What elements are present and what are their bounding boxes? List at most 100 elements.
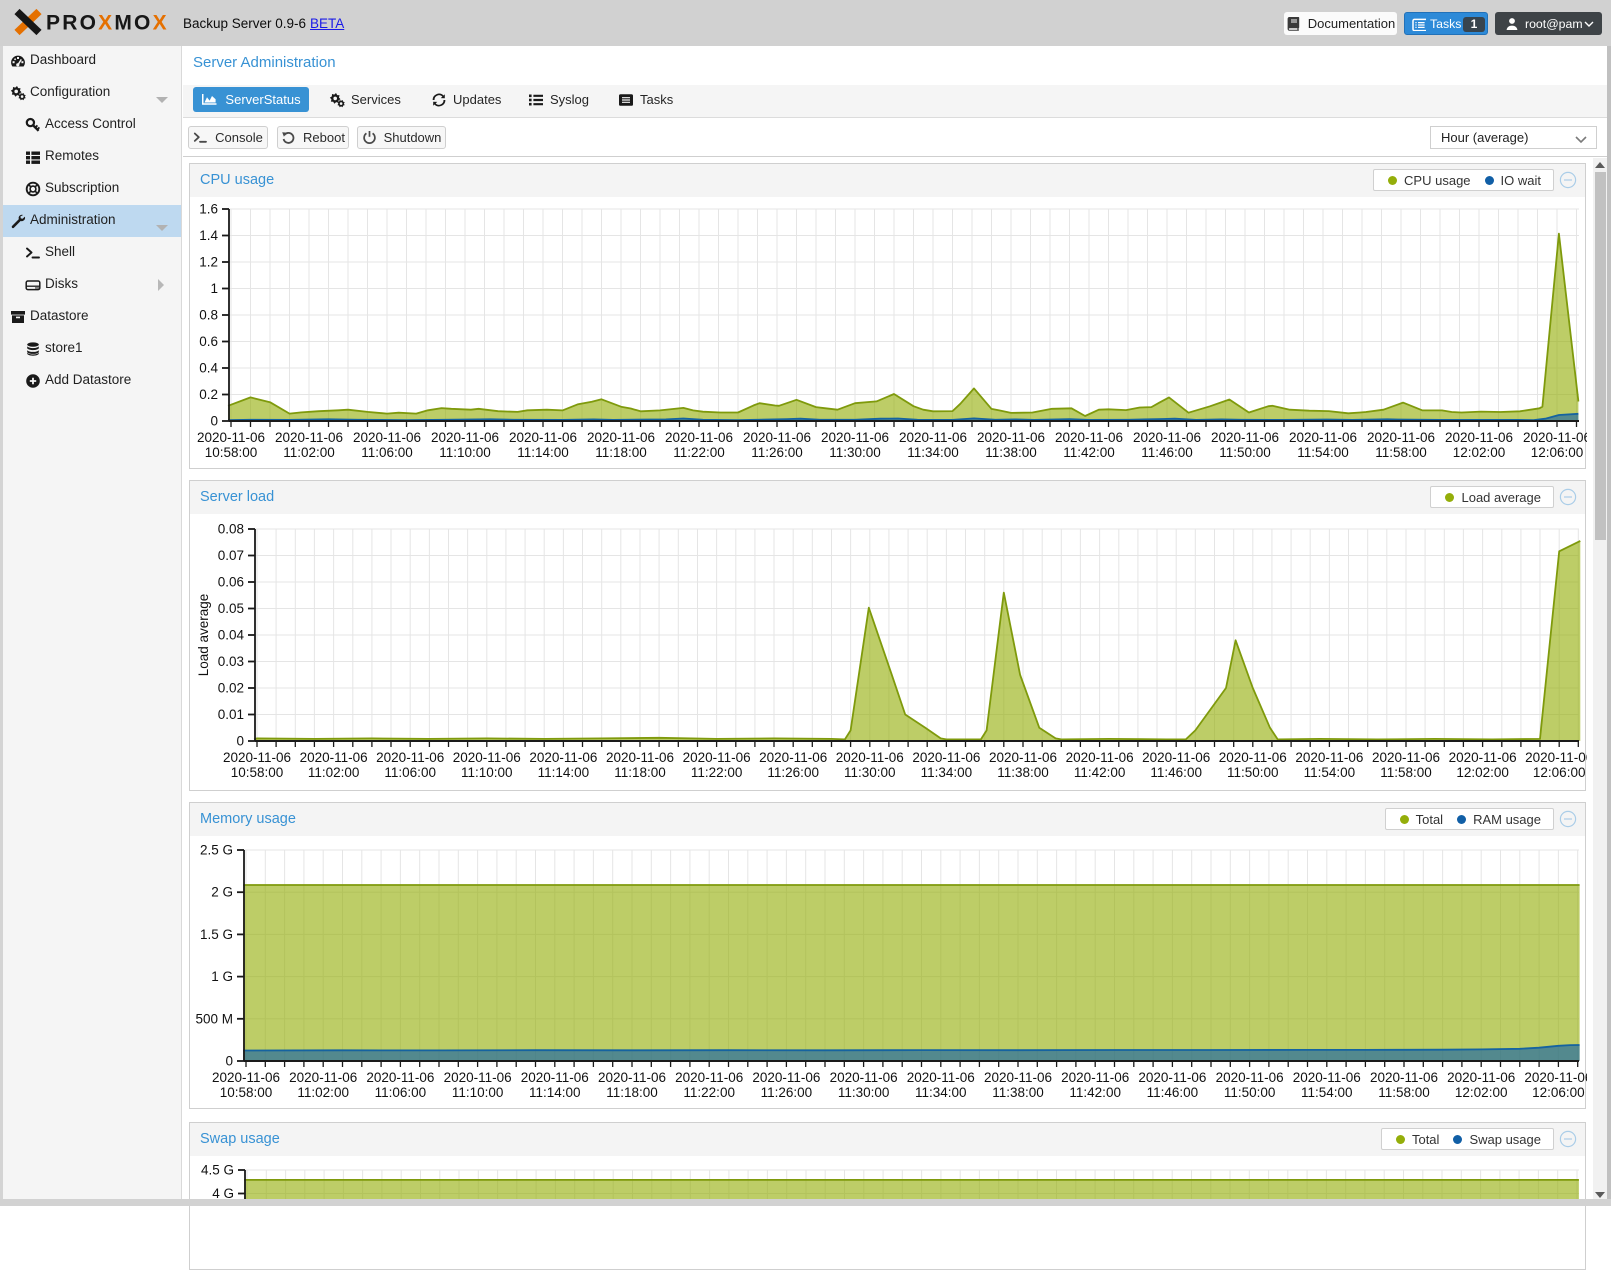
svg-text:11:22:00: 11:22:00 — [691, 765, 743, 780]
svg-text:2020-11-06: 2020-11-06 — [1066, 750, 1134, 765]
svg-text:11:26:00: 11:26:00 — [767, 765, 819, 780]
svg-text:2020-11-06: 2020-11-06 — [353, 430, 421, 445]
svg-text:2020-11-06: 2020-11-06 — [587, 430, 655, 445]
svg-text:1 G: 1 G — [211, 969, 233, 984]
svg-text:11:22:00: 11:22:00 — [673, 445, 725, 460]
svg-text:2020-11-06: 2020-11-06 — [912, 750, 980, 765]
svg-text:2020-11-06: 2020-11-06 — [223, 750, 291, 765]
svg-text:2020-11-06: 2020-11-06 — [1445, 430, 1513, 445]
svg-text:2020-11-06: 2020-11-06 — [1293, 1070, 1361, 1085]
svg-text:2020-11-06: 2020-11-06 — [366, 1070, 434, 1085]
svg-text:0.07: 0.07 — [218, 548, 244, 563]
svg-text:2020-11-06: 2020-11-06 — [212, 1070, 280, 1085]
svg-text:11:06:00: 11:06:00 — [361, 445, 413, 460]
svg-text:0.04: 0.04 — [218, 628, 245, 643]
svg-text:11:10:00: 11:10:00 — [461, 765, 513, 780]
svg-text:11:54:00: 11:54:00 — [1297, 445, 1349, 460]
svg-text:1: 1 — [210, 281, 218, 296]
svg-text:2.5 G: 2.5 G — [200, 843, 233, 858]
svg-text:2020-11-06: 2020-11-06 — [529, 750, 597, 765]
svg-text:11:50:00: 11:50:00 — [1219, 445, 1271, 460]
svg-text:12:06:00: 12:06:00 — [1532, 1085, 1585, 1100]
svg-text:0: 0 — [210, 414, 218, 429]
svg-text:0.4: 0.4 — [199, 361, 218, 376]
svg-text:2020-11-06: 2020-11-06 — [1524, 1070, 1587, 1085]
svg-text:11:54:00: 11:54:00 — [1304, 765, 1356, 780]
svg-text:2020-11-06: 2020-11-06 — [743, 430, 811, 445]
svg-text:0.2: 0.2 — [199, 387, 218, 402]
svg-text:2 G: 2 G — [211, 885, 233, 900]
svg-text:11:46:00: 11:46:00 — [1141, 445, 1193, 460]
svg-text:2020-11-06: 2020-11-06 — [759, 750, 827, 765]
svg-text:4.5 G: 4.5 G — [201, 1163, 234, 1178]
svg-text:2020-11-06: 2020-11-06 — [1295, 750, 1363, 765]
svg-text:12:06:00: 12:06:00 — [1531, 445, 1584, 460]
svg-text:2020-11-06: 2020-11-06 — [1367, 430, 1435, 445]
svg-text:11:02:00: 11:02:00 — [297, 1085, 349, 1100]
svg-text:0: 0 — [225, 1054, 233, 1069]
svg-text:2020-11-06: 2020-11-06 — [665, 430, 733, 445]
svg-text:2020-11-06: 2020-11-06 — [752, 1070, 820, 1085]
svg-text:0.01: 0.01 — [218, 707, 244, 722]
svg-text:2020-11-06: 2020-11-06 — [1216, 1070, 1284, 1085]
svg-text:2020-11-06: 2020-11-06 — [830, 1070, 898, 1085]
svg-text:11:30:00: 11:30:00 — [838, 1085, 890, 1100]
svg-text:11:34:00: 11:34:00 — [907, 445, 959, 460]
svg-text:10:58:00: 10:58:00 — [205, 445, 258, 460]
svg-text:11:02:00: 11:02:00 — [283, 445, 335, 460]
svg-text:2020-11-06: 2020-11-06 — [1142, 750, 1210, 765]
svg-text:2020-11-06: 2020-11-06 — [977, 430, 1045, 445]
svg-text:0.05: 0.05 — [218, 601, 244, 616]
svg-text:11:38:00: 11:38:00 — [997, 765, 1049, 780]
svg-text:1.2: 1.2 — [199, 255, 218, 270]
svg-text:2020-11-06: 2020-11-06 — [444, 1070, 512, 1085]
svg-text:2020-11-06: 2020-11-06 — [1372, 750, 1440, 765]
svg-text:0.03: 0.03 — [218, 654, 244, 669]
svg-text:2020-11-06: 2020-11-06 — [1211, 430, 1279, 445]
svg-text:2020-11-06: 2020-11-06 — [675, 1070, 743, 1085]
svg-text:11:50:00: 11:50:00 — [1227, 765, 1279, 780]
svg-text:10:58:00: 10:58:00 — [220, 1085, 273, 1100]
svg-text:2020-11-06: 2020-11-06 — [984, 1070, 1052, 1085]
svg-text:11:22:00: 11:22:00 — [683, 1085, 735, 1100]
svg-text:11:30:00: 11:30:00 — [829, 445, 881, 460]
svg-text:2020-11-06: 2020-11-06 — [683, 750, 751, 765]
svg-text:2020-11-06: 2020-11-06 — [907, 1070, 975, 1085]
svg-text:2020-11-06: 2020-11-06 — [606, 750, 674, 765]
svg-text:2020-11-06: 2020-11-06 — [989, 750, 1057, 765]
svg-text:2020-11-06: 2020-11-06 — [521, 1070, 589, 1085]
svg-text:0.8: 0.8 — [199, 308, 218, 323]
svg-text:11:26:00: 11:26:00 — [751, 445, 803, 460]
svg-text:0.06: 0.06 — [218, 575, 244, 590]
svg-text:11:46:00: 11:46:00 — [1150, 765, 1202, 780]
svg-text:11:14:00: 11:14:00 — [529, 1085, 581, 1100]
svg-text:12:02:00: 12:02:00 — [1453, 445, 1506, 460]
svg-text:2020-11-06: 2020-11-06 — [1449, 750, 1517, 765]
svg-text:2020-11-06: 2020-11-06 — [1061, 1070, 1129, 1085]
svg-text:2020-11-06: 2020-11-06 — [836, 750, 904, 765]
svg-text:11:10:00: 11:10:00 — [452, 1085, 504, 1100]
svg-text:10:58:00: 10:58:00 — [231, 765, 284, 780]
svg-text:0.02: 0.02 — [218, 681, 244, 696]
svg-text:Load average: Load average — [196, 594, 211, 677]
svg-text:11:34:00: 11:34:00 — [915, 1085, 967, 1100]
svg-text:12:02:00: 12:02:00 — [1456, 765, 1509, 780]
svg-text:500 M: 500 M — [195, 1011, 233, 1026]
svg-text:11:50:00: 11:50:00 — [1224, 1085, 1276, 1100]
svg-text:4 G: 4 G — [212, 1186, 234, 1201]
svg-text:11:34:00: 11:34:00 — [921, 765, 973, 780]
svg-text:11:42:00: 11:42:00 — [1074, 765, 1126, 780]
svg-text:2020-11-06: 2020-11-06 — [1289, 430, 1357, 445]
svg-text:2020-11-06: 2020-11-06 — [1525, 750, 1587, 765]
svg-text:12:06:00: 12:06:00 — [1533, 765, 1586, 780]
svg-text:2020-11-06: 2020-11-06 — [431, 430, 499, 445]
svg-text:11:26:00: 11:26:00 — [761, 1085, 813, 1100]
svg-text:11:58:00: 11:58:00 — [1378, 1085, 1430, 1100]
svg-text:2020-11-06: 2020-11-06 — [453, 750, 521, 765]
svg-text:2020-11-06: 2020-11-06 — [197, 430, 265, 445]
svg-text:11:30:00: 11:30:00 — [844, 765, 896, 780]
svg-text:2020-11-06: 2020-11-06 — [1447, 1070, 1515, 1085]
svg-text:11:18:00: 11:18:00 — [595, 445, 647, 460]
svg-text:1.5 G: 1.5 G — [200, 927, 233, 942]
svg-text:11:06:00: 11:06:00 — [375, 1085, 427, 1100]
